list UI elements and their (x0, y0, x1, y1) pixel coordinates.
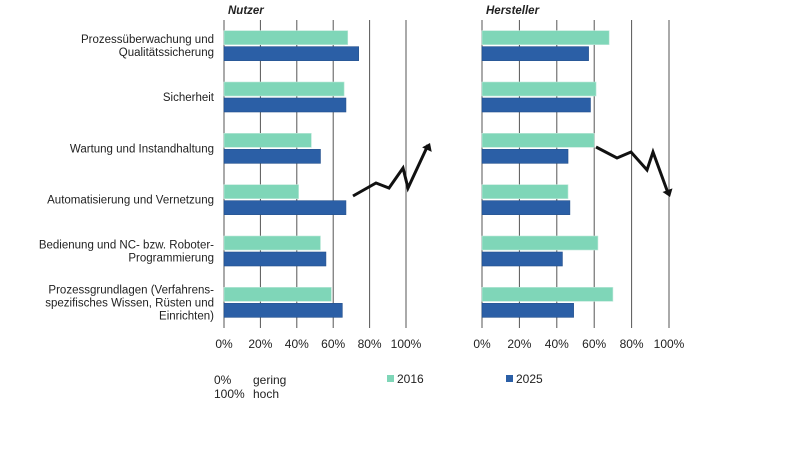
x-tick-label: 0% (215, 337, 233, 351)
bar-2025-hersteller (481, 200, 571, 215)
bar-2025-nutzer (223, 303, 343, 318)
bar-2025-nutzer (223, 97, 347, 113)
bar-2016-hersteller (481, 30, 610, 45)
bar-2025-nutzer (223, 46, 359, 61)
legend-label-2025: 2025 (516, 372, 543, 386)
bar-2025-nutzer (223, 149, 321, 164)
x-tick-label: 100% (391, 337, 422, 351)
trend-up-arrow (352, 144, 430, 198)
x-tick-label: 40% (285, 337, 309, 351)
x-tick-label: 0% (473, 337, 491, 351)
x-tick-label: 80% (358, 337, 382, 351)
trend-down-arrow (595, 145, 670, 194)
category-label: Bedienung und NC- bzw. Roboter- (39, 240, 214, 252)
legend-scale-meaning: hoch (253, 387, 279, 401)
legend-swatch-2016 (387, 375, 394, 382)
legend-swatch-2025 (506, 375, 513, 382)
x-tick-label: 80% (620, 337, 644, 351)
bar-2016-hersteller (481, 81, 597, 97)
trend-up-arrowhead (422, 143, 432, 152)
bar-2016-nutzer (223, 235, 321, 251)
panel-title: Nutzer (228, 5, 264, 17)
bar-2025-hersteller (481, 251, 563, 267)
category-label: Qualitätssicherung (119, 47, 214, 59)
bar-2025-nutzer (223, 251, 327, 267)
x-tick-label: 60% (321, 337, 345, 351)
bar-2016-hersteller (481, 235, 599, 251)
x-tick-label: 20% (248, 337, 272, 351)
legend-scale-value: 0% (214, 373, 232, 387)
x-tick-label: 60% (582, 337, 606, 351)
bar-2025-hersteller (481, 149, 569, 164)
category-label: spezifisches Wissen, Rüsten und (45, 297, 214, 309)
legend-scale-value: 100% (214, 387, 245, 401)
panel-title: Hersteller (486, 5, 540, 17)
bar-2016-hersteller (481, 184, 569, 199)
bar-2016-nutzer (223, 81, 345, 97)
category-label: Wartung und Instandhaltung (70, 143, 214, 155)
category-label: Prozessüberwachung und (81, 34, 214, 46)
bar-2025-hersteller (481, 46, 589, 61)
legend-scale-meaning: gering (253, 373, 286, 387)
x-tick-label: 20% (507, 337, 531, 351)
bar-2025-hersteller (481, 97, 591, 113)
category-label: Automatisierung und Vernetzung (47, 195, 214, 207)
x-tick-label: 40% (545, 337, 569, 351)
category-label: Programmierung (128, 253, 214, 265)
bar-2016-nutzer (223, 287, 332, 302)
category-label: Prozessgrundlagen (Verfahrens- (48, 284, 214, 296)
bar-2016-nutzer (223, 133, 312, 148)
category-label: Einrichten) (159, 310, 214, 322)
legend-label-2016: 2016 (397, 372, 424, 386)
bar-2016-hersteller (481, 133, 595, 148)
bar-2025-hersteller (481, 303, 574, 318)
trend-down-arrowhead (662, 188, 673, 197)
category-label: Sicherheit (163, 92, 215, 104)
bar-2016-hersteller (481, 287, 614, 302)
x-tick-label: 100% (654, 337, 685, 351)
bar-2016-nutzer (223, 184, 299, 199)
bar-2025-nutzer (223, 200, 347, 215)
bar-2016-nutzer (223, 30, 349, 45)
